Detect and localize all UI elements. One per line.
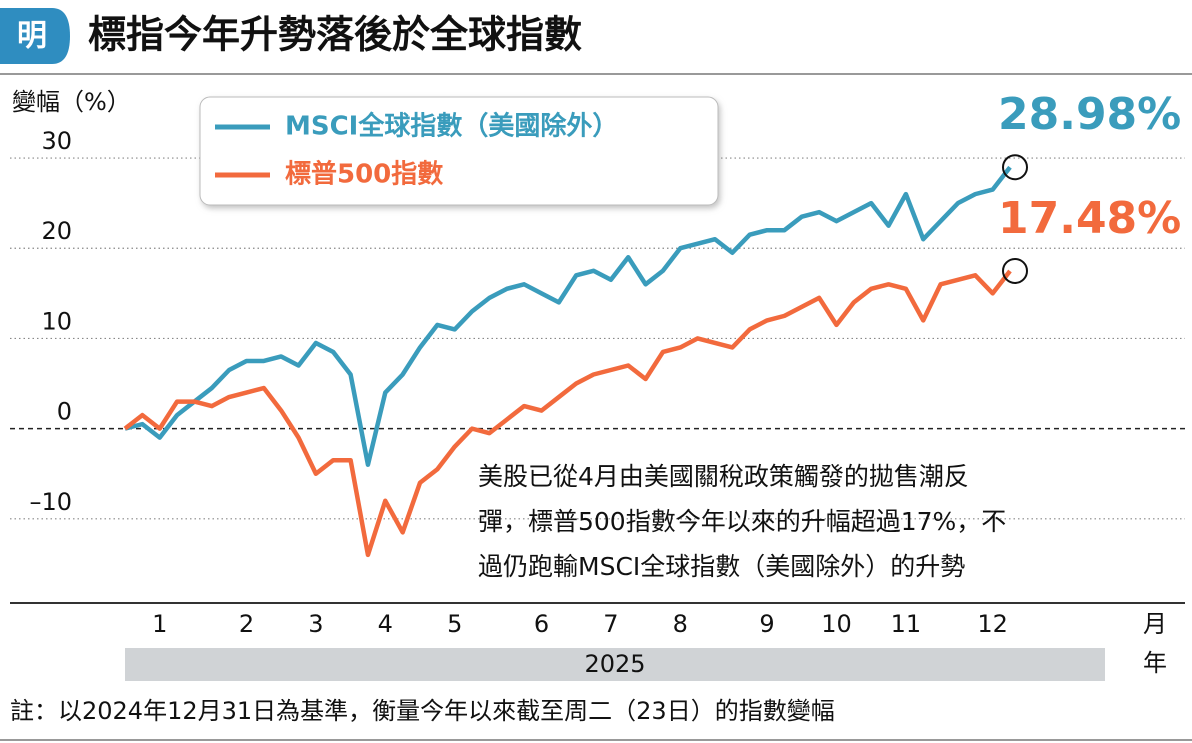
- x-tick-label: 3: [308, 610, 323, 638]
- year-axis-label: 年: [1143, 649, 1167, 677]
- legend-label: 標普500指數: [285, 159, 443, 190]
- y-tick-label: –10: [29, 488, 72, 516]
- x-tick-label: 4: [378, 610, 393, 638]
- x-tick-label: 6: [534, 610, 549, 638]
- y-tick-label: 0: [57, 398, 72, 426]
- legend: MSCI全球指數（美國除外） 標普500指數: [215, 111, 618, 190]
- legend-box: [199, 96, 719, 206]
- x-tick-label: 5: [447, 610, 462, 638]
- y-tick-label: 20: [41, 217, 72, 245]
- annotation: 過仍跑輸MSCI全球指數（美國除外）的升勢: [478, 552, 965, 581]
- year-band: [125, 648, 1105, 681]
- x-tick-label: 10: [821, 610, 852, 638]
- end-marker: [1002, 257, 1028, 284]
- x-tick-label: 12: [977, 610, 1008, 638]
- x-tick-label: 11: [891, 610, 922, 638]
- x-tick-label: 7: [603, 610, 618, 638]
- legend-label: MSCI全球指數（美國除外）: [285, 111, 618, 142]
- annotation: 彈，標普500指數今年以來的升幅超過17%，不: [478, 507, 1006, 536]
- series-line: [123, 269, 1012, 558]
- value-label: 28.98%: [998, 89, 1181, 140]
- x-tick-label: 2: [239, 610, 254, 638]
- logo-badge: [0, 8, 70, 64]
- logo: 明: [17, 19, 47, 54]
- x-tick-label: 9: [759, 610, 774, 638]
- chart-title: 標指今年升勢落後於全球指數: [88, 13, 582, 57]
- annotation: 美股已從4月由美國關稅政策觸發的拋售潮反: [478, 462, 969, 491]
- x-tick-label: 1: [152, 610, 167, 638]
- y-tick-label: 30: [41, 127, 72, 155]
- x-tick-label: 8: [673, 610, 688, 638]
- series-line: [124, 165, 1012, 467]
- year: 2025: [584, 650, 645, 678]
- value-label: 17.48%: [998, 193, 1181, 244]
- y-axis-label: 變幅（%）: [12, 88, 131, 116]
- end-marker: [1002, 154, 1028, 181]
- x-axis-label: 月: [1143, 610, 1167, 638]
- y-tick-label: 10: [41, 307, 72, 335]
- note: 註：以2024年12月31日為基準，衡量今年以來截至周二（23日）的指數變幅: [10, 697, 835, 725]
